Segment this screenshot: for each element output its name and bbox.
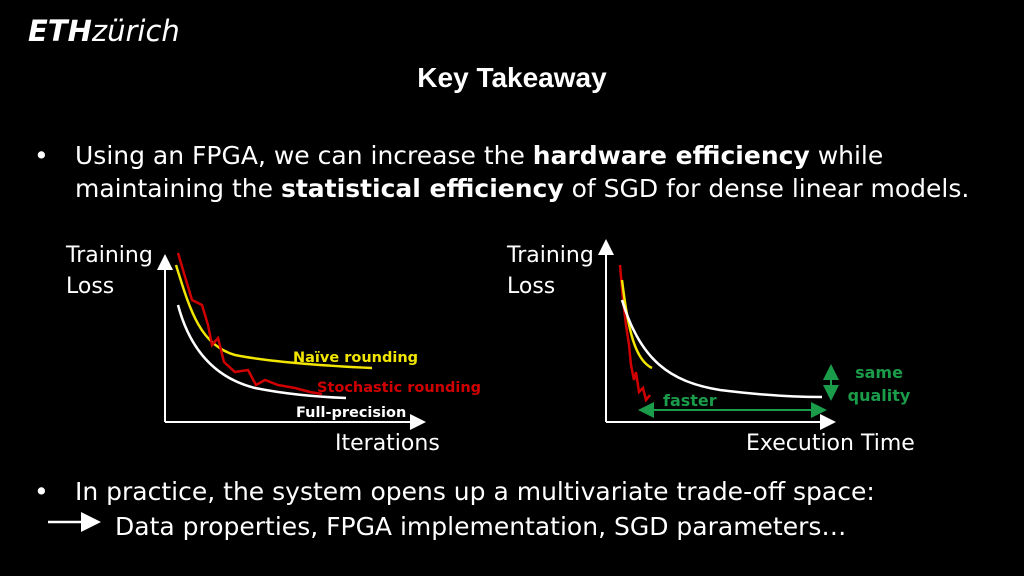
y-label: Training	[506, 243, 594, 268]
y-label: Training	[65, 243, 153, 268]
text: while maintaining the	[75, 141, 884, 203]
logo-bold: ETH	[28, 14, 92, 48]
x-label: Iterations	[335, 431, 440, 456]
arrow-text: Data properties, FPGA implementation, SG…	[115, 512, 847, 541]
y-label: Loss	[507, 274, 555, 299]
curve	[620, 279, 653, 370]
bullet-dot: •	[34, 141, 49, 170]
text: Using an FPGA, we can increase the	[75, 141, 533, 170]
curve	[176, 304, 347, 400]
bullet-text: In practice, the system opens up a multi…	[75, 477, 875, 506]
text-bold: hardware efficiency	[532, 141, 810, 170]
text-bold: statistical efficiency	[280, 174, 564, 203]
curve-label: Stochastic rounding	[317, 380, 481, 396]
bullet-dot: •	[34, 477, 49, 506]
bullet-text: Using an FPGA, we can increase the hardw…	[75, 139, 975, 205]
text: of SGD for dense linear models.	[563, 174, 970, 203]
curve	[176, 252, 323, 396]
curve	[174, 264, 373, 370]
curve-label: Naïve rounding	[293, 350, 418, 366]
x-label: Execution Time	[746, 431, 915, 456]
logo: ETHzürich	[28, 14, 180, 48]
curve	[620, 299, 823, 399]
annotation: quality	[848, 386, 911, 405]
y-label: Loss	[66, 274, 114, 299]
annotation: same	[855, 363, 903, 382]
annotation: faster	[663, 391, 717, 410]
curve-label: Full-precision	[296, 405, 406, 421]
slide-title: Key Takeaway	[417, 62, 607, 93]
curve	[618, 264, 651, 403]
logo-rest: zürich	[91, 14, 180, 48]
